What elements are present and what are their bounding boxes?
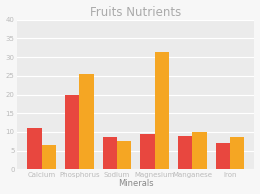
Bar <box>65 94 80 169</box>
Bar <box>80 74 94 169</box>
Bar <box>216 143 230 169</box>
Bar <box>230 138 244 169</box>
Bar <box>103 138 117 169</box>
X-axis label: Minerals: Minerals <box>118 179 154 188</box>
Bar <box>140 134 155 169</box>
Bar <box>42 145 56 169</box>
Bar <box>192 132 207 169</box>
Title: Fruits Nutrients: Fruits Nutrients <box>90 6 181 19</box>
Bar <box>155 51 169 169</box>
Bar <box>117 141 131 169</box>
Bar <box>178 136 192 169</box>
Bar <box>28 128 42 169</box>
